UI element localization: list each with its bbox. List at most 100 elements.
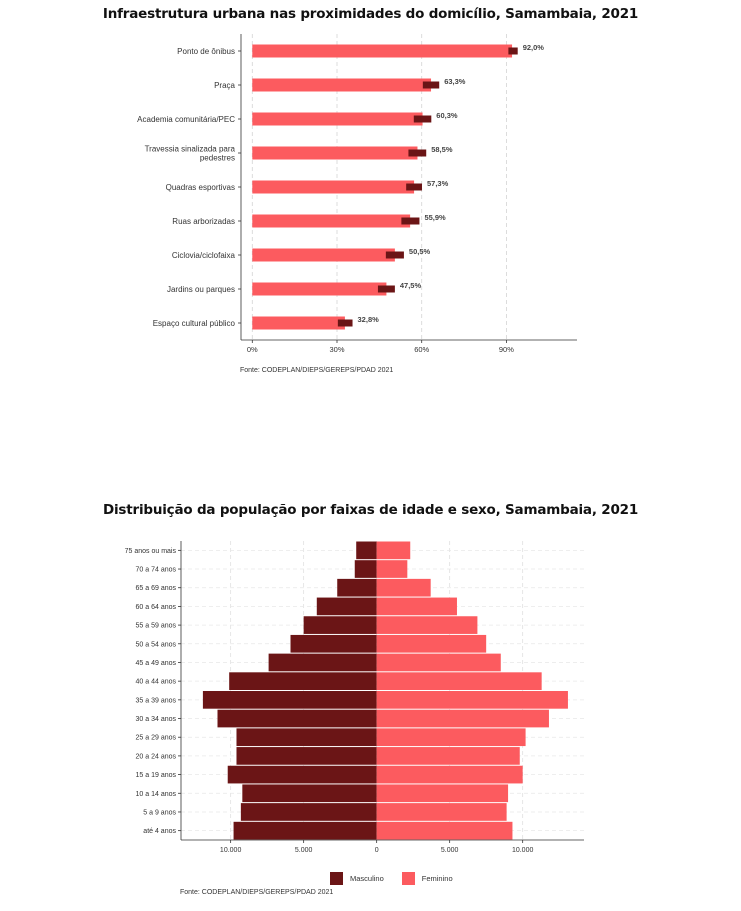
ci-ponto-de-onibus bbox=[508, 47, 518, 55]
category-label-praca: Praça bbox=[214, 81, 235, 90]
category-label-academia-comunitaria-pec: Academia comunitária/PEC bbox=[137, 115, 235, 124]
category-label-travessia-sinalizada-para-pedestres: Travessia sinalizada para pedestres bbox=[145, 145, 236, 163]
value-label-espaco-cultural-publico: 32,8% bbox=[358, 315, 380, 324]
chart2-xtick-label: 0 bbox=[375, 847, 379, 854]
legend-label-feminino: Feminino bbox=[421, 874, 453, 883]
chart1-xtick-label: 0% bbox=[247, 345, 258, 354]
chart1-xtick-label: 90% bbox=[499, 345, 514, 354]
age-label-35-a-39-anos: 35 a 39 anos bbox=[136, 697, 177, 704]
bar-feminino-10-a-14-anos bbox=[376, 784, 509, 803]
bar-masculino-15-a-19-anos bbox=[227, 765, 377, 784]
bar-praca bbox=[252, 78, 432, 92]
age-label-5-a-9-anos: 5 a 9 anos bbox=[143, 809, 176, 816]
bar-masculino-65-a-69-anos bbox=[337, 578, 377, 597]
age-label-45-a-49-anos: 45 a 49 anos bbox=[136, 660, 177, 667]
category-label-line: Travessia sinalizada para bbox=[145, 145, 236, 154]
age-label-75-anos-ou-mais: 75 anos ou mais bbox=[125, 548, 177, 555]
legend-swatch-feminino bbox=[401, 872, 415, 885]
bar-ciclovia-ciclofaixa bbox=[252, 248, 395, 262]
ci-praca bbox=[422, 81, 440, 89]
ci-jardins-ou-parques bbox=[377, 285, 395, 293]
age-label-ate-4-anos: até 4 anos bbox=[143, 828, 176, 835]
chart1-source: Fonte: CODEPLAN/DIEPS/GEREPS/PDAD 2021 bbox=[240, 367, 394, 374]
bar-ponto-de-onibus bbox=[252, 44, 513, 58]
age-label-25-a-29-anos: 25 a 29 anos bbox=[136, 735, 177, 742]
bar-masculino-55-a-59-anos bbox=[303, 616, 377, 634]
value-label-ruas-arborizadas: 55,9% bbox=[424, 213, 446, 222]
bar-feminino-35-a-39-anos bbox=[376, 691, 568, 709]
age-label-50-a-54-anos: 50 a 54 anos bbox=[136, 641, 177, 648]
value-label-ponto-de-onibus: 92,0% bbox=[523, 43, 545, 52]
age-label-65-a-69-anos: 65 a 69 anos bbox=[136, 585, 177, 592]
age-label-10-a-14-anos: 10 a 14 anos bbox=[136, 791, 177, 798]
bar-feminino-40-a-44-anos bbox=[376, 672, 542, 690]
age-label-70-a-74-anos: 70 a 74 anos bbox=[136, 567, 177, 574]
chart2-xtick-label: 10.000 bbox=[512, 847, 534, 854]
value-label-academia-comunitaria-pec: 60,3% bbox=[436, 111, 458, 120]
chart2-title: Distribuição da população por faixas de … bbox=[102, 502, 639, 518]
ci-espaco-cultural-publico bbox=[337, 319, 353, 327]
age-label-15-a-19-anos: 15 a 19 anos bbox=[136, 772, 177, 779]
category-label-line: Ruas arborizadas bbox=[172, 217, 235, 226]
age-label-55-a-59-anos: 55 a 59 anos bbox=[136, 623, 177, 630]
bar-quadras-esportivas bbox=[252, 180, 415, 194]
category-label-ponto-de-onibus: Ponto de ônibus bbox=[177, 47, 235, 56]
category-label-quadras-esportivas: Quadras esportivas bbox=[166, 183, 235, 192]
bar-feminino-5-a-9-anos bbox=[376, 803, 507, 821]
bar-espaco-cultural-publico bbox=[252, 316, 345, 330]
chart1-plot: 0% 30% 60% 90% 92,0% Ponto de ônibus 63,3% Praç… bbox=[137, 34, 577, 354]
age-label-20-a-24-anos: 20 a 24 anos bbox=[136, 753, 177, 760]
legend-item-masculino: Masculino bbox=[330, 872, 384, 885]
bar-feminino-75-anos-ou-mais bbox=[376, 541, 411, 560]
category-label-espaco-cultural-publico: Espaço cultural público bbox=[153, 319, 236, 328]
bar-masculino-50-a-54-anos bbox=[290, 634, 377, 653]
bar-feminino-ate-4-anos bbox=[376, 821, 513, 840]
bar-feminino-70-a-74-anos bbox=[376, 560, 408, 578]
category-label-line: Espaço cultural público bbox=[153, 319, 236, 328]
bar-masculino-ate-4-anos bbox=[233, 821, 377, 840]
age-label-40-a-44-anos: 40 a 44 anos bbox=[136, 679, 177, 686]
bar-masculino-40-a-44-anos bbox=[229, 672, 377, 690]
bar-masculino-60-a-64-anos bbox=[316, 597, 377, 616]
bar-masculino-10-a-14-anos bbox=[242, 784, 377, 803]
bar-feminino-20-a-24-anos bbox=[376, 747, 520, 765]
value-label-quadras-esportivas: 57,3% bbox=[427, 179, 449, 188]
ci-ruas-arborizadas bbox=[401, 217, 420, 225]
value-label-jardins-ou-parques: 47,5% bbox=[400, 281, 422, 290]
ci-travessia-sinalizada-para-pedestres bbox=[408, 149, 427, 157]
chart2-xtick-label: 5.000 bbox=[441, 847, 459, 854]
category-label-ciclovia-ciclofaixa: Ciclovia/ciclofaixa bbox=[172, 251, 236, 260]
bar-ruas-arborizadas bbox=[252, 214, 411, 228]
category-label-jardins-ou-parques: Jardins ou parques bbox=[167, 285, 235, 294]
bar-travessia-sinalizada-para-pedestres bbox=[252, 146, 418, 160]
bar-feminino-25-a-29-anos bbox=[376, 728, 526, 747]
bar-feminino-30-a-34-anos bbox=[376, 709, 549, 728]
chart2-source: Fonte: CODEPLAN/DIEPS/GEREPS/PDAD 2021 bbox=[180, 889, 334, 896]
chart2-legend: Masculino Feminino bbox=[330, 872, 471, 885]
ci-ciclovia-ciclofaixa bbox=[385, 251, 404, 259]
chart2-xtick-label: 5.000 bbox=[295, 847, 313, 854]
ci-quadras-esportivas bbox=[406, 183, 422, 191]
bar-academia-comunitaria-pec bbox=[252, 112, 423, 126]
category-label-line: Ponto de ônibus bbox=[177, 47, 235, 56]
chart2-xtick-label: 10.000 bbox=[220, 847, 242, 854]
bar-feminino-65-a-69-anos bbox=[376, 578, 431, 597]
legend-label-masculino: Masculino bbox=[350, 874, 384, 883]
chart1-xtick-label: 60% bbox=[414, 345, 429, 354]
category-label-ruas-arborizadas: Ruas arborizadas bbox=[172, 217, 235, 226]
value-label-travessia-sinalizada-para-pedestres: 58,5% bbox=[431, 145, 453, 154]
bar-feminino-55-a-59-anos bbox=[376, 616, 478, 634]
category-label-line: Praça bbox=[214, 81, 235, 90]
bar-masculino-5-a-9-anos bbox=[240, 803, 377, 821]
bar-masculino-75-anos-ou-mais bbox=[356, 541, 377, 560]
bar-feminino-50-a-54-anos bbox=[376, 634, 487, 653]
bar-masculino-25-a-29-anos bbox=[236, 728, 377, 747]
category-label-line: Academia comunitária/PEC bbox=[137, 115, 235, 124]
bar-feminino-60-a-64-anos bbox=[376, 597, 457, 616]
bar-masculino-20-a-24-anos bbox=[236, 747, 377, 765]
legend-item-feminino: Feminino bbox=[401, 872, 453, 885]
value-label-praca: 63,3% bbox=[444, 77, 466, 86]
legend-swatch-masculino bbox=[330, 872, 343, 885]
category-label-line: Ciclovia/ciclofaixa bbox=[172, 251, 236, 260]
